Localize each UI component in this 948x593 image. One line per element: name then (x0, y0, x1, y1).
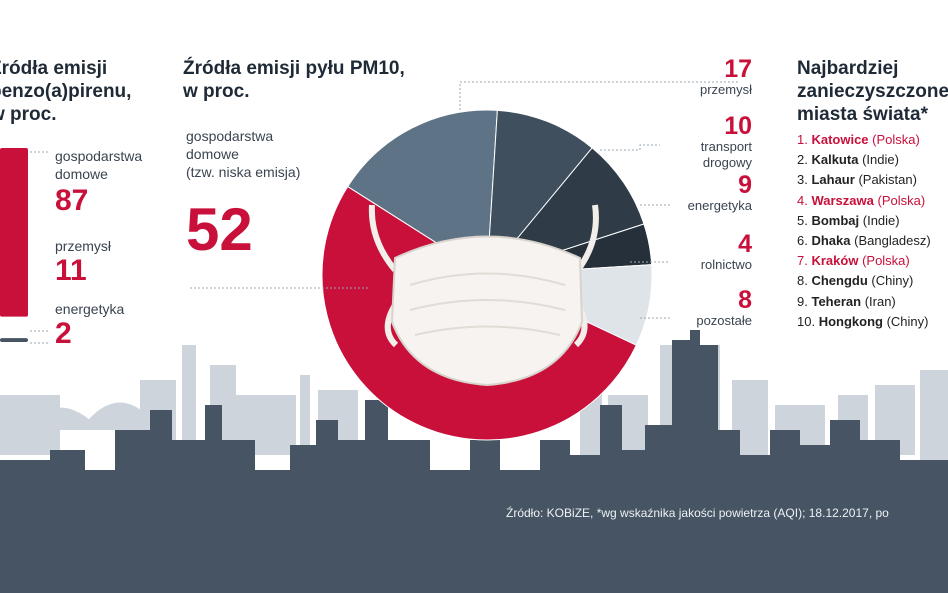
left-item-gospodarstwa: gospodarstwa domowe 87 (55, 147, 142, 217)
city-country: (Polska) (872, 132, 920, 147)
pie-value: 10 (724, 112, 752, 140)
city-list-item: 6. Dhaka (Bangladesz) (797, 231, 931, 251)
face-mask-icon (368, 204, 599, 387)
city-rank: 8. (797, 273, 808, 289)
source-note: Źródło: KOBiZE, *wg wskaźnika jakości po… (506, 506, 889, 520)
stacked-bar (0, 148, 50, 344)
left-item-label: energetyka (55, 301, 125, 317)
pie-label-transport: 10 transport drogowy (625, 113, 752, 171)
city-name: Teheran (811, 293, 862, 309)
city-country: (Polska) (862, 253, 910, 269)
city-rank: 3. (797, 172, 808, 188)
city-list-item: 8. Chengdu (Chiny) (797, 271, 931, 291)
pie-label-rolnictwo: 4 rolnictwo (625, 231, 752, 273)
city-name: Chengdu (811, 273, 868, 289)
city-rank: 1. (797, 132, 808, 147)
left-item-label: domowe (55, 166, 108, 182)
city-country: (Chiny) (886, 313, 929, 329)
pie-slice (486, 109, 593, 277)
pie-label: transport drogowy (700, 139, 752, 170)
left-title-line-2: benzo(a)pirenu, (0, 81, 132, 102)
city-rank: 6. (797, 233, 808, 249)
city-name: Warszawa (811, 192, 874, 208)
city-rank: 7. (797, 253, 808, 269)
pie-label: przemysł (699, 82, 752, 97)
city-list-item: 9. Teheran (Iran) (797, 292, 931, 312)
right-title: Najbardziej zanieczyszczone miasta świat… (797, 57, 948, 126)
left-item-energetyka: energetyka 2 (55, 300, 124, 350)
pie-label-energetyka: 9 energetyka (625, 172, 752, 214)
middle-main-label-line: gospodarstwa (186, 128, 274, 144)
city-list-item: 7. Kraków (Polska) (797, 251, 931, 271)
city-list-item: 3. Lahaur (Pakistan) (797, 170, 931, 190)
pie-label: rolnictwo (700, 257, 752, 272)
pie-value: 17 (724, 55, 752, 83)
city-ranking-list: 1. Katowice (Polska) 2. Kalkuta (Indie) … (797, 130, 931, 332)
city-rank: 9. (797, 293, 808, 309)
middle-title: Źródła emisji pyłu PM10, w proc. (183, 57, 405, 103)
leader-line (600, 144, 660, 151)
middle-title-line-2: w proc. (183, 81, 250, 102)
right-title-line-3: miasta świata* (797, 104, 928, 125)
bar-segment-energetyka (0, 338, 28, 342)
city-rank: 4. (797, 192, 808, 208)
bar-segment-gospodarstwa (0, 148, 28, 317)
city-name: Hongkong (818, 313, 883, 329)
skyline-dark-layer (0, 330, 948, 593)
city-name: Bombaj (811, 212, 860, 228)
left-title: Źródła emisji benzo(a)pirenu, w proc. (0, 57, 131, 126)
middle-title-line-1: Źródła emisji pyłu PM10, (183, 58, 405, 79)
city-name: Katowice (811, 132, 869, 147)
pie-label-pozostale: 8 pozostałe (625, 287, 752, 329)
middle-main-value: 52 (186, 196, 253, 263)
left-item-value: 11 (55, 254, 87, 287)
bar-segment-przemysl (0, 316, 28, 339)
city-name: Dhaka (811, 233, 851, 249)
city-list-item: 5. Bombaj (Indie) (797, 211, 931, 231)
city-list-item: 4. Warszawa (Polska) (797, 191, 931, 211)
middle-main-label-line: (tzw. niska emisja) (186, 164, 301, 180)
left-title-line-3: w proc. (0, 104, 57, 125)
left-title-line-1: Źródła emisji (0, 58, 108, 79)
city-name: Lahaur (811, 172, 855, 188)
left-item-label: gospodarstwa (55, 148, 143, 164)
city-country: (Indie) (862, 212, 900, 228)
middle-main-label-line: domowe (186, 146, 239, 162)
city-country: (Chiny) (871, 273, 914, 289)
city-rank: 2. (797, 152, 808, 168)
pie-slice (346, 109, 498, 276)
city-rank: 5. (797, 212, 808, 228)
pie-value: 8 (738, 286, 752, 314)
city-country: (Indie) (862, 152, 899, 168)
city-country: (Pakistan) (858, 172, 917, 188)
right-title-line-1: Najbardziej (797, 58, 899, 79)
pie-label-przemysl: 17 przemysł (625, 56, 752, 98)
left-item-value: 2 (55, 317, 72, 350)
left-item-value: 87 (55, 184, 89, 217)
city-list-item: 2. Kalkuta (Indie) (797, 150, 931, 170)
city-country: (Iran) (864, 293, 896, 309)
city-name: Kalkuta (811, 152, 859, 168)
left-item-przemysl: przemysł 11 (55, 237, 111, 287)
pie-value: 4 (738, 230, 752, 258)
left-item-label: przemysł (55, 238, 112, 254)
pie-label: energetyka (687, 198, 752, 213)
leader-line (459, 81, 740, 110)
city-list-item: 10. Hongkong (Chiny) (797, 312, 931, 332)
pie-label: pozostałe (696, 313, 752, 328)
city-rank: 10. (797, 313, 816, 329)
city-country: (Bangladesz) (854, 233, 931, 249)
right-title-line-2: zanieczyszczone (797, 81, 948, 102)
middle-main-label: gospodarstwa domowe (tzw. niska emisja) (186, 127, 300, 181)
city-name: Kraków (811, 253, 859, 269)
city-list-item: 1. Katowice (Polska) (797, 130, 931, 150)
pie-value: 9 (738, 171, 752, 199)
city-country: (Polska) (877, 192, 926, 208)
